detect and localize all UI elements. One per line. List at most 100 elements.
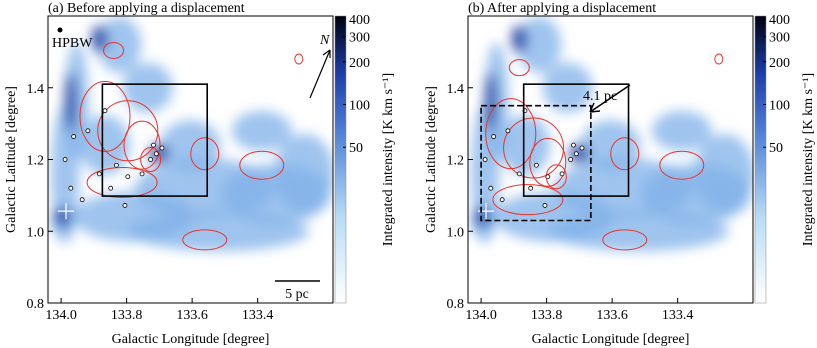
colorbar-tick-label: 50 — [769, 141, 783, 156]
y-axis-label: Galactic Latitude [degree] — [424, 86, 439, 233]
star — [96, 171, 102, 177]
contour — [610, 137, 640, 171]
colorbar-label: Integrated intensity [K km s⁻¹] — [381, 73, 396, 246]
colorbar-tick-label: 200 — [349, 56, 370, 71]
contour — [294, 53, 304, 65]
emission — [549, 211, 729, 252]
star — [534, 162, 539, 168]
emission — [651, 110, 712, 151]
y-tick-label: 0.8 — [27, 297, 45, 312]
colorbar-tick-label: 300 — [349, 31, 370, 46]
star — [153, 151, 159, 157]
emission — [129, 211, 309, 252]
x-tick-label: 133.8 — [531, 308, 563, 323]
colorbar-tick-label: 300 — [769, 31, 790, 46]
contour — [86, 166, 158, 198]
contour — [79, 80, 131, 152]
hpbw-label: HPBW — [52, 36, 93, 51]
emission — [231, 110, 292, 151]
emission — [80, 115, 130, 176]
contour — [529, 137, 567, 187]
north-label: N — [319, 33, 330, 48]
cross — [58, 203, 74, 220]
star — [139, 171, 145, 177]
y-axis-label: Galactic Latitude [degree] — [4, 86, 19, 233]
colorbar — [754, 15, 767, 304]
emission-peak — [511, 24, 528, 53]
star — [516, 171, 522, 177]
star — [102, 108, 108, 114]
star — [108, 185, 114, 191]
y-tick-label: 0.8 — [447, 297, 465, 312]
contour — [492, 184, 564, 216]
map-image — [468, 16, 753, 303]
star — [542, 203, 548, 208]
star — [545, 174, 551, 180]
star — [62, 157, 68, 162]
star — [579, 145, 585, 151]
star — [488, 185, 494, 191]
north-arrow — [309, 49, 331, 99]
x-axis-label: Galactic Longitude [degree] — [112, 332, 270, 347]
star — [491, 134, 497, 139]
contour — [190, 137, 220, 171]
star — [482, 157, 488, 162]
x-tick-label: 134.0 — [45, 308, 77, 323]
emission-peak — [64, 72, 77, 133]
colorbar-tick-label: 100 — [349, 98, 370, 113]
emission-peak — [484, 72, 497, 133]
star — [571, 142, 576, 148]
contour — [123, 120, 161, 170]
x-tick-label: 133.6 — [596, 308, 628, 323]
star — [68, 185, 74, 191]
contour — [140, 147, 162, 172]
shift-arrow — [589, 84, 631, 113]
emission — [160, 120, 221, 171]
emission — [274, 133, 333, 214]
contour — [182, 229, 228, 251]
map-image — [48, 16, 333, 303]
emission — [580, 120, 641, 171]
chart-title: (b) After applying a displacement — [468, 1, 656, 16]
colorbar-tick-label: 50 — [349, 141, 363, 156]
y-tick-label: 1.0 — [447, 225, 465, 240]
y-tick-label: 1.0 — [27, 225, 45, 240]
emission — [122, 62, 173, 113]
colorbar-tick-label: 200 — [769, 56, 790, 71]
star — [528, 185, 534, 191]
contour — [103, 41, 125, 59]
star — [151, 142, 156, 148]
x-tick-label: 133.4 — [662, 308, 694, 323]
colorbar-label: Integrated intensity [K km s⁻¹] — [801, 73, 816, 246]
intensity — [470, 16, 753, 252]
star — [148, 157, 154, 162]
star — [159, 145, 165, 151]
star — [499, 197, 505, 203]
colorbar-tick-label: 400 — [769, 13, 790, 28]
star — [85, 128, 91, 134]
contour — [659, 150, 705, 180]
emission — [517, 16, 562, 73]
star — [122, 203, 128, 208]
star — [114, 162, 119, 168]
star — [568, 157, 573, 162]
region-box — [480, 104, 592, 222]
y-tick-label: 1.2 — [447, 154, 465, 169]
star — [505, 128, 511, 134]
emission-peak — [474, 206, 491, 227]
emission — [97, 16, 142, 73]
x-tick-label: 134.0 — [465, 308, 497, 323]
x-tick-label: 133.6 — [176, 308, 208, 323]
star — [559, 171, 565, 177]
emission — [542, 62, 593, 113]
scale-label: 5 pc — [285, 287, 309, 302]
emission — [694, 133, 753, 214]
contour — [602, 229, 648, 251]
region-box — [101, 83, 209, 197]
emission-peak — [91, 24, 108, 53]
contour — [239, 150, 285, 180]
x-axis-label: Galactic Longitude [degree] — [532, 332, 690, 347]
region-box — [522, 83, 630, 197]
emission — [500, 115, 550, 176]
